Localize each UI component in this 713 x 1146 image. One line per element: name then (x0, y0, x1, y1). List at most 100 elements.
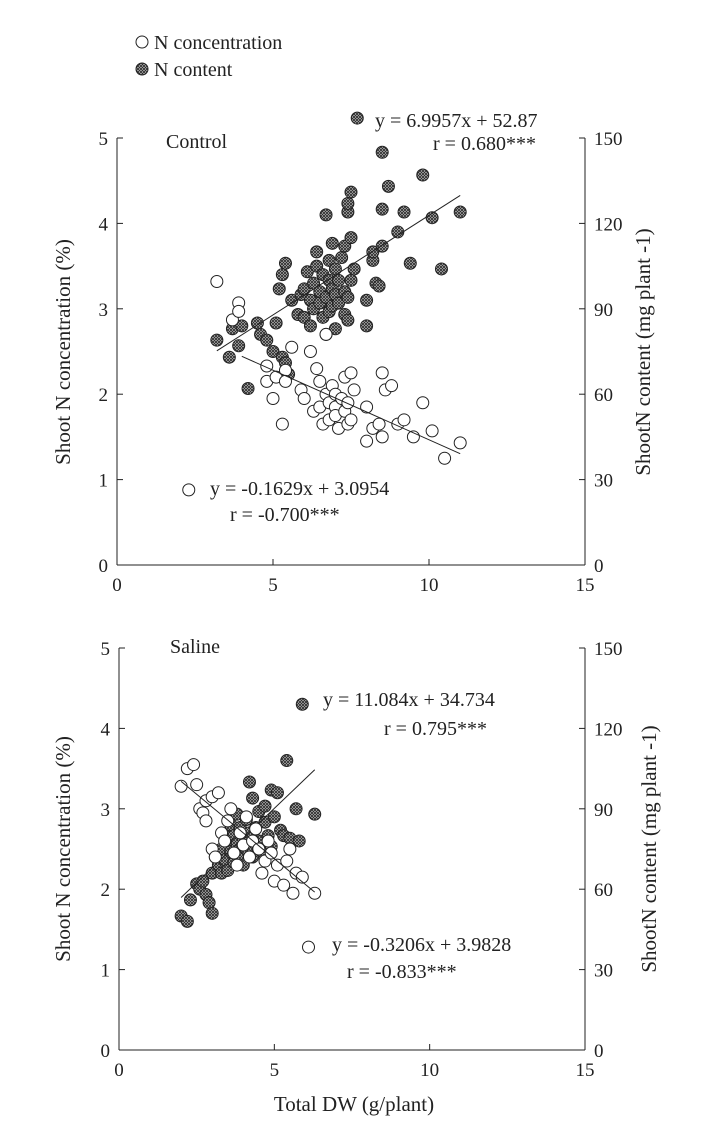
n-content-trendline (180, 769, 316, 898)
n-concentration-trendline (180, 780, 316, 893)
n-concentration-trendline (241, 355, 461, 455)
n-concentration-point (242, 850, 256, 864)
x-tick-label: 0 (112, 575, 122, 596)
right-y-tick-label: 30 (594, 471, 613, 492)
panel-title: Saline (170, 636, 220, 658)
n-concentration-point (372, 417, 386, 431)
left-y-tick-label: 4 (99, 214, 109, 235)
right-y-tick-label: 60 (594, 880, 613, 901)
left-y-tick-label: 0 (99, 556, 109, 577)
n-concentration-point (438, 451, 452, 465)
n-content-point (344, 185, 358, 199)
n-content-point (375, 145, 389, 159)
n-content-point (183, 893, 197, 907)
n-content-point (202, 896, 216, 910)
content-correlation: r = 0.795*** (384, 718, 487, 740)
legend-concentration-marker (135, 35, 149, 49)
left-y-tick-label: 4 (101, 719, 111, 740)
n-concentration-point (199, 814, 213, 828)
n-content-point (335, 251, 349, 265)
n-content-point (344, 231, 358, 245)
n-concentration-point (266, 391, 280, 405)
n-concentration-point (285, 340, 299, 354)
n-concentration-point (277, 878, 291, 892)
concentration-regression-equation: y = -0.1629x + 3.0954 (210, 478, 389, 500)
x-tick-label: 0 (114, 1060, 124, 1081)
n-concentration-point (344, 413, 358, 427)
n-concentration-point (347, 383, 361, 397)
legend: N concentration N content (135, 32, 282, 81)
n-concentration-point (283, 842, 297, 856)
n-concentration-point (210, 274, 224, 288)
n-concentration-point (275, 417, 289, 431)
n-content-trendline (216, 195, 461, 352)
n-concentration-point (297, 391, 311, 405)
n-content-point (235, 319, 249, 333)
n-content-point (196, 874, 210, 888)
n-content-point (280, 754, 294, 768)
concentration-correlation: r = -0.700*** (230, 504, 340, 526)
legend-content-label: N content (154, 59, 233, 81)
n-concentration-point (232, 304, 246, 318)
n-concentration-point (286, 886, 300, 900)
n-content-point (391, 225, 405, 239)
n-concentration-point (224, 802, 238, 816)
right-y-tick-label: 120 (594, 214, 623, 235)
n-content-point (260, 333, 274, 347)
n-content-point (434, 262, 448, 276)
x-tick-label: 5 (270, 1060, 280, 1081)
right-y-tick-label: 150 (594, 639, 623, 660)
right-y-tick-label: 150 (594, 129, 623, 150)
n-concentration-series (182, 274, 467, 497)
n-concentration-point (182, 483, 196, 497)
right-y-tick-label: 90 (594, 800, 613, 821)
n-concentration-point (174, 779, 188, 793)
n-content-point (241, 382, 255, 396)
n-content-point (403, 256, 417, 270)
x-tick-label: 10 (420, 575, 439, 596)
left-y-axis-title: Shoot N concentration (%) (51, 736, 75, 962)
n-concentration-point (239, 810, 253, 824)
n-concentration-point (425, 424, 439, 438)
n-content-point (269, 316, 283, 330)
x-tick-label: 5 (268, 575, 278, 596)
n-concentration-point (230, 858, 244, 872)
n-concentration-point (278, 363, 292, 377)
n-content-point (285, 293, 299, 307)
n-content-point (344, 273, 358, 287)
legend-content-marker (135, 62, 149, 76)
left-y-axis-title: Shoot N concentration (%) (51, 239, 75, 465)
n-concentration-point (208, 850, 222, 864)
right-y-tick-label: 0 (594, 1041, 604, 1062)
n-content-point (360, 293, 374, 307)
left-y-tick-label: 0 (101, 1041, 111, 1062)
n-concentration-point (375, 366, 389, 380)
n-concentration-point (344, 366, 358, 380)
n-concentration-point (233, 826, 247, 840)
right-y-axis-title: ShootN content (mg plant -1) (637, 725, 661, 972)
n-concentration-point (261, 834, 275, 848)
n-concentration-point (190, 778, 204, 792)
n-concentration-point (310, 362, 324, 376)
n-concentration-point (360, 434, 374, 448)
n-content-point (222, 350, 236, 364)
n-concentration-point (385, 379, 399, 393)
content-regression-equation: y = 11.084x + 34.734 (323, 689, 495, 711)
n-concentration-point (360, 400, 374, 414)
concentration-regression-equation: y = -0.3206x + 3.9828 (332, 934, 511, 956)
n-content-point (266, 345, 280, 358)
left-y-tick-label: 2 (99, 385, 109, 406)
right-y-axis-title: ShootN content (mg plant -1) (631, 228, 655, 475)
n-content-point (347, 262, 361, 276)
n-concentration-point (397, 413, 411, 427)
legend-concentration-label: N concentration (154, 32, 282, 54)
n-content-point (242, 775, 256, 789)
n-content-point (295, 697, 309, 711)
n-content-point (278, 256, 292, 270)
n-concentration-point (416, 396, 430, 410)
n-content-point (232, 339, 246, 353)
right-y-tick-label: 60 (594, 385, 613, 406)
left-y-tick-label: 1 (101, 961, 111, 982)
